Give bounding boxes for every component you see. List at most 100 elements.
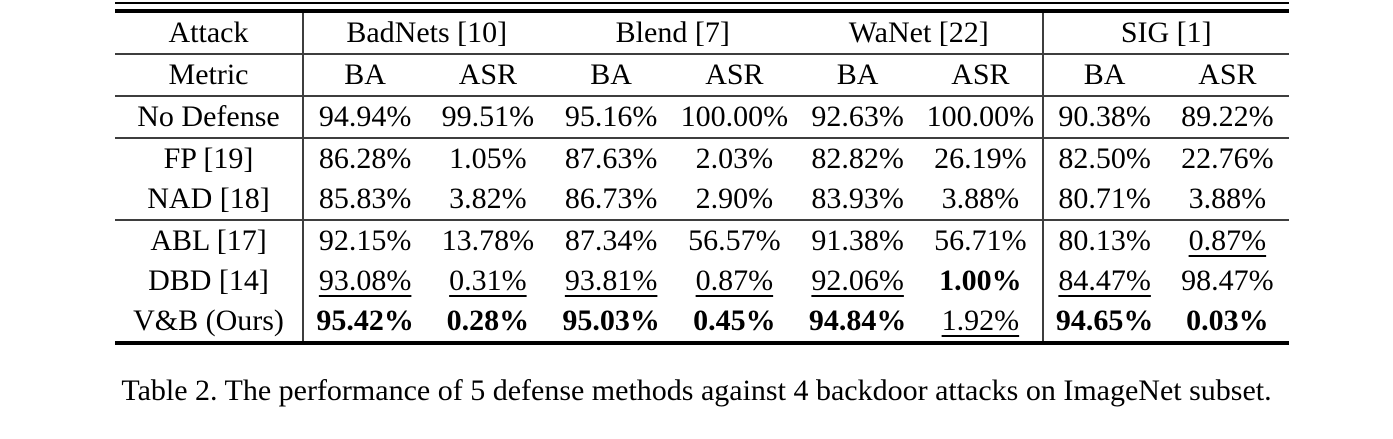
table-cell: 85.83% [301, 179, 427, 220]
cell-value: 56.57% [688, 224, 781, 257]
table-cell: 1.00% [919, 261, 1042, 301]
row-label: V&B (Ours) [133, 304, 284, 337]
table-cell: 1.92% [919, 301, 1042, 343]
table-cell: 92.63% [796, 95, 920, 138]
table-cell: 26.19% [919, 137, 1043, 179]
cell-value: 80.71% [1058, 182, 1151, 215]
cell-value: 86.73% [564, 182, 658, 215]
table-row: V&B (Ours) 95.42% 0.28% 95.03% 0.45% 94.… [115, 301, 1289, 343]
table-cell: 1.05% [426, 137, 550, 179]
table-cell: 87.34% [549, 219, 673, 261]
table-cell: 0.87% [673, 261, 796, 301]
cell-value: 92.63% [811, 100, 904, 133]
col-header-ba: BA [549, 53, 673, 96]
row-label: FP [19] [115, 137, 303, 179]
table-cell: 0.31% [426, 261, 549, 301]
col-group-wanet: WaNet [22] [848, 16, 989, 49]
table-cell: 94.94% [301, 95, 427, 138]
cell-value: 94.84% [808, 304, 907, 337]
table-cell: 94.84% [796, 301, 919, 343]
results-table-block: Attack BadNets [10] Blend [7] WaNet [22]… [115, 2, 1289, 345]
cell-value: 87.63% [564, 142, 658, 175]
table-cell: 95.16% [549, 95, 673, 138]
cell-value: 0.28% [446, 304, 530, 337]
col-header-ba: BA [1041, 53, 1166, 96]
table-row: NAD [18] 85.83% 3.82% 86.73% 2.90% 83.93… [115, 179, 1289, 220]
cell-value: 0.87% [1188, 224, 1267, 257]
cell-value: 26.19% [934, 142, 1027, 175]
table-cell: 93.08% [301, 261, 427, 301]
cell-value: 2.03% [695, 142, 774, 175]
cell-value: 85.83% [318, 182, 412, 215]
cell-value: 1.92% [941, 304, 1020, 337]
cell-value: 87.34% [564, 224, 658, 257]
cell-value: 3.88% [941, 182, 1020, 215]
cell-value: 92.15% [318, 224, 412, 257]
cell-value: 13.78% [441, 224, 535, 257]
table-cell: 3.88% [919, 179, 1042, 220]
cell-value: 83.93% [811, 182, 904, 215]
cell-value: 99.51% [441, 100, 535, 133]
row-label: NAD [18] [147, 182, 270, 215]
col-header-asr: ASR [426, 53, 550, 96]
cell-value: 98.47% [1181, 264, 1274, 297]
cell-value: 3.82% [449, 182, 527, 215]
table-cell: 83.93% [796, 179, 919, 220]
cell-value: 1.00% [939, 264, 1022, 297]
cell-value: 86.28% [318, 142, 412, 175]
cell-value: 82.82% [811, 142, 904, 175]
col-header-ba: BA [301, 53, 427, 96]
table-cell: 86.73% [550, 179, 673, 220]
table-cell: 0.87% [1165, 219, 1289, 261]
table-top-rule [115, 2, 1289, 4]
col-group-badnets: BadNets [10] [302, 11, 550, 54]
col-header-asr: ASR [672, 53, 796, 96]
table-cell: 99.51% [426, 95, 550, 138]
col-header-asr: ASR [1165, 53, 1289, 96]
table-cell: 0.28% [426, 301, 549, 343]
table-cell: 84.47% [1041, 261, 1166, 301]
col-header-metric: Metric [115, 53, 303, 96]
results-table: Attack BadNets [10] Blend [7] WaNet [22]… [115, 9, 1289, 345]
cell-value: 22.76% [1181, 142, 1274, 175]
table-cell: 89.22% [1165, 95, 1289, 138]
col-header-attack: Attack [168, 16, 249, 49]
table-cell: 3.88% [1166, 179, 1289, 220]
table-cell: 0.03% [1166, 301, 1289, 343]
cell-value: 95.42% [316, 304, 414, 337]
cell-value: 89.22% [1181, 100, 1274, 133]
table-cell: 80.13% [1041, 219, 1166, 261]
table-cell: 3.82% [426, 179, 549, 220]
col-group-sig: SIG [1] [1041, 11, 1289, 54]
cell-value: 100.00% [680, 100, 789, 133]
table-cell: 92.06% [796, 261, 919, 301]
cell-value: 56.71% [934, 224, 1027, 257]
header-row-attack: Attack BadNets [10] Blend [7] WaNet [22]… [115, 11, 1289, 54]
cell-value: 91.38% [811, 224, 904, 257]
cell-value: 100.00% [926, 100, 1035, 133]
table-cell: 92.15% [301, 219, 427, 261]
cell-value: 80.13% [1058, 224, 1151, 257]
header-row-metric: Metric BA ASR BA ASR BA ASR BA ASR [115, 53, 1289, 96]
table-cell: 94.65% [1041, 301, 1166, 343]
table-cell: 13.78% [426, 219, 550, 261]
cell-value: 2.90% [695, 182, 774, 215]
table-cell: 98.47% [1166, 261, 1289, 301]
cell-value: 3.88% [1188, 182, 1267, 215]
table-cell: 90.38% [1041, 95, 1166, 138]
table-caption: Table 2. The performance of 5 defense me… [121, 374, 1272, 407]
cell-value: 92.06% [811, 264, 904, 297]
table-cell: 86.28% [301, 137, 427, 179]
cell-value: 1.05% [449, 142, 527, 175]
table-cell: 87.63% [549, 137, 673, 179]
row-label: ABL [17] [115, 219, 303, 261]
table-row: FP [19] 86.28% 1.05% 87.63% 2.03% 82.82%… [115, 137, 1289, 179]
row-label: DBD [14] [148, 264, 269, 297]
table-cell: 22.76% [1165, 137, 1289, 179]
col-header-ba: BA [796, 53, 920, 96]
cell-value: 93.08% [318, 264, 412, 297]
table-cell: 82.82% [796, 137, 920, 179]
cell-value: 0.31% [449, 264, 527, 297]
table-cell: 100.00% [672, 95, 796, 138]
